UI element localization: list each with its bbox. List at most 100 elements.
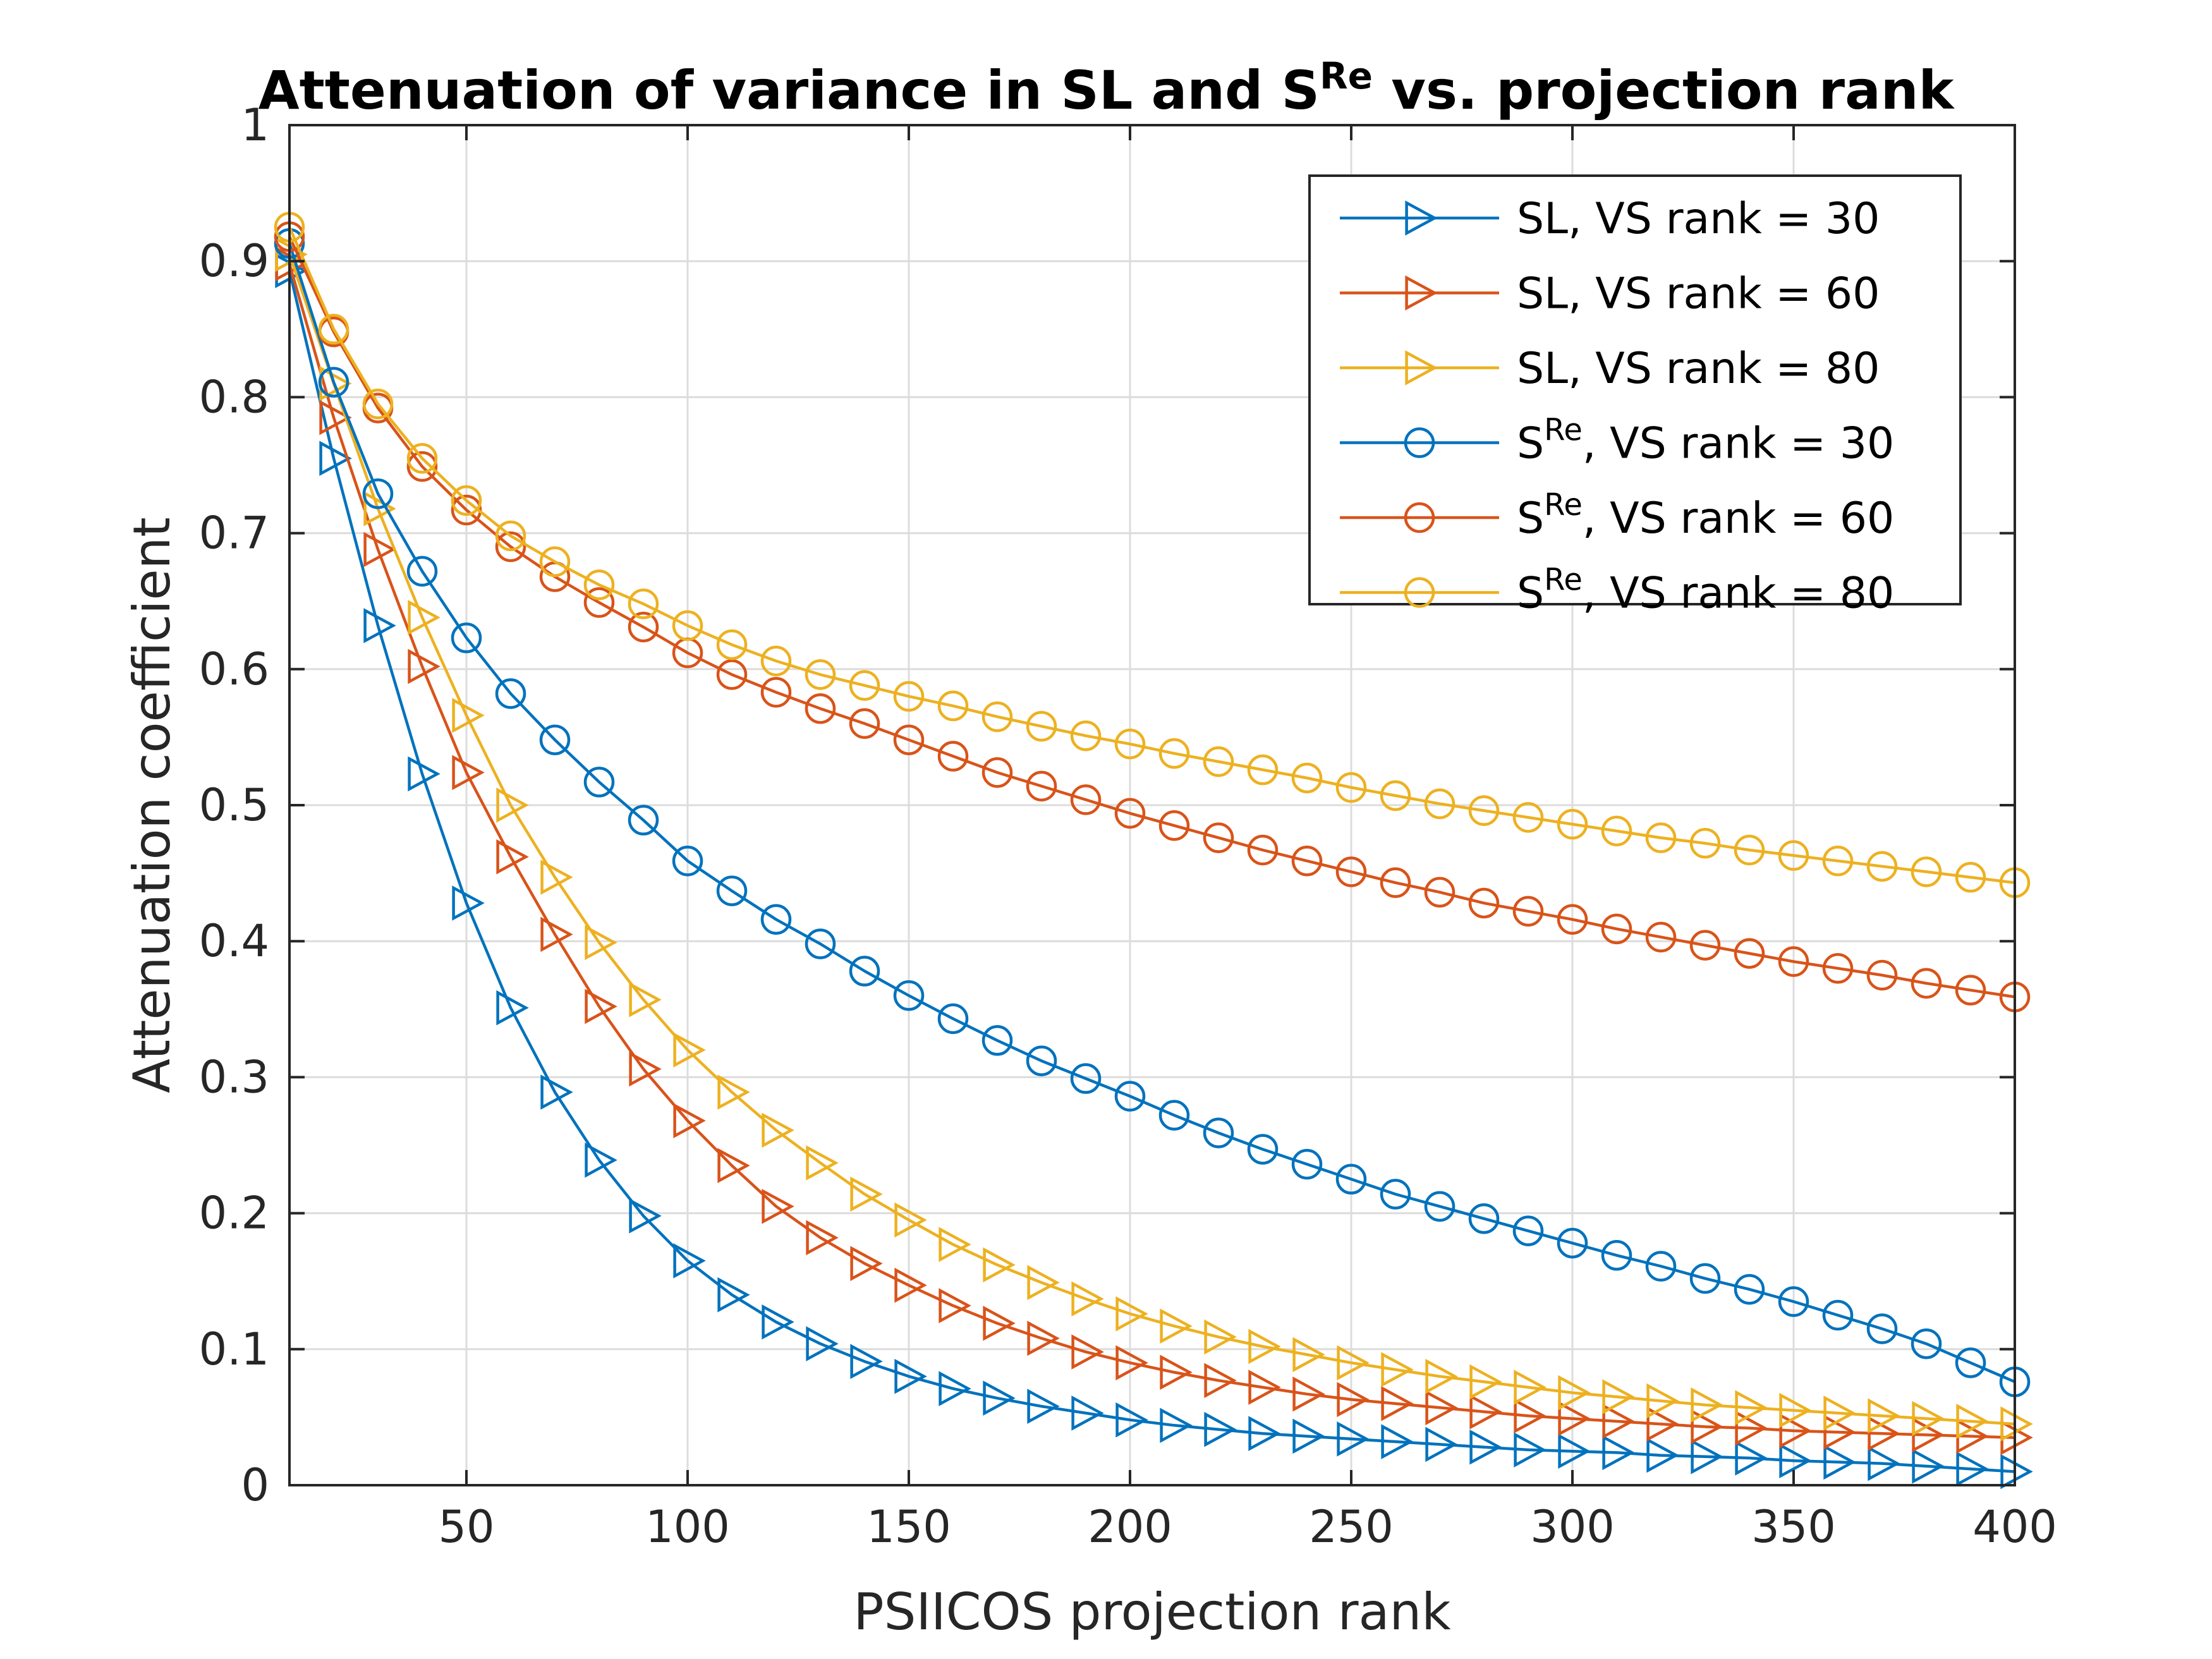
- triangle-marker: [1405, 200, 1438, 236]
- circle-marker: [760, 677, 792, 708]
- triangle-marker: [1469, 1394, 1502, 1430]
- triangle-marker: [452, 698, 485, 733]
- triangle-marker: [540, 1074, 573, 1110]
- triangle-marker: [1514, 1398, 1547, 1434]
- triangle-marker: [1735, 1390, 1768, 1426]
- triangle-marker: [1204, 1363, 1237, 1399]
- triangle-marker: [1646, 1406, 1679, 1442]
- circle-marker: [1114, 728, 1146, 760]
- circle-marker: [628, 611, 659, 643]
- legend-label-suffix: , VS rank = 60: [1583, 494, 1894, 544]
- circle-marker: [672, 610, 703, 641]
- triangle-marker: [1646, 1437, 1679, 1473]
- triangle-marker: [585, 925, 617, 961]
- triangle-marker: [1160, 1308, 1193, 1344]
- triangle-marker: [1735, 1440, 1768, 1476]
- circle-marker: [406, 556, 438, 587]
- triangle-marker: [762, 1189, 794, 1224]
- triangle-marker: [1337, 1345, 1370, 1381]
- circle-marker: [1026, 1045, 1057, 1076]
- triangle-marker: [408, 756, 441, 792]
- circle-marker: [1512, 802, 1544, 833]
- circle-marker: [583, 569, 615, 600]
- legend-label-prefix: S: [1517, 419, 1544, 469]
- circle-marker: [1247, 1134, 1279, 1165]
- circle-marker: [1955, 1347, 1986, 1378]
- circle-marker: [318, 367, 349, 398]
- circle-marker: [672, 845, 703, 877]
- title-suffix: vs. projection rank: [1373, 59, 1955, 121]
- y-tick-label: 0: [241, 1459, 269, 1511]
- triangle-marker: [1160, 1407, 1193, 1443]
- triangle-marker: [319, 441, 352, 477]
- triangle-marker: [939, 1227, 971, 1262]
- triangle-marker: [717, 1277, 750, 1313]
- triangle-marker: [319, 399, 352, 435]
- circle-marker: [1645, 1251, 1677, 1282]
- triangle-marker: [1823, 1414, 1856, 1450]
- triangle-marker: [1646, 1383, 1679, 1419]
- x-tick-label: 200: [1088, 1501, 1172, 1553]
- y-tick-label: 0.3: [199, 1051, 269, 1103]
- circle-marker: [849, 670, 880, 701]
- svg-text:Attenuation of variance in SL: Attenuation of variance in SL and SRe vs…: [258, 54, 1955, 121]
- triangle-marker: [1071, 1395, 1104, 1431]
- circle-marker: [893, 980, 925, 1011]
- circle-marker: [1955, 861, 1986, 893]
- triangle-marker: [1514, 1432, 1547, 1468]
- triangle-marker: [1248, 1416, 1281, 1451]
- circle-marker: [1734, 938, 1765, 969]
- x-tick-label: 300: [1530, 1501, 1615, 1553]
- legend-label-suffix: , VS rank = 80: [1583, 569, 1894, 619]
- circle-marker: [1114, 1081, 1146, 1112]
- circle-marker: [1557, 808, 1588, 840]
- circle-marker: [1468, 1203, 1500, 1234]
- legend-label: SL, VS rank = 60: [1517, 269, 1880, 319]
- circle-marker: [495, 531, 526, 562]
- triangle-marker: [1602, 1435, 1635, 1471]
- circle-marker: [849, 708, 880, 739]
- circle-marker: [1380, 867, 1411, 898]
- circle-marker: [1203, 822, 1234, 853]
- triangle-marker: [540, 860, 573, 895]
- circle-marker: [451, 485, 482, 516]
- circle-marker: [1203, 746, 1234, 777]
- triangle-marker: [1292, 1376, 1325, 1412]
- triangle-marker: [629, 1051, 662, 1087]
- circle-marker: [893, 724, 925, 755]
- circle-marker: [1026, 710, 1057, 742]
- triangle-marker: [1248, 1370, 1281, 1405]
- circle-marker: [1778, 840, 1809, 871]
- circle-marker: [1822, 1299, 1854, 1331]
- y-tick-label: 0.2: [199, 1188, 269, 1239]
- y-tick-label: 0.5: [199, 779, 269, 831]
- circle-marker: [981, 701, 1013, 732]
- y-tick-label: 0.6: [199, 643, 269, 695]
- triangle-marker: [408, 648, 441, 684]
- series-4: [274, 228, 2031, 1397]
- triangle-marker: [1115, 1296, 1148, 1332]
- triangle-marker: [806, 1326, 839, 1361]
- circle-marker: [1291, 1148, 1323, 1180]
- circle-marker: [1291, 762, 1323, 794]
- triangle-marker: [806, 1220, 839, 1256]
- triangle-marker: [1691, 1439, 1723, 1474]
- triangle-marker: [1381, 1424, 1414, 1459]
- legend-label-suffix: , VS rank = 80: [1568, 344, 1880, 394]
- triangle-marker: [1868, 1445, 1900, 1481]
- triangle-marker: [939, 1288, 971, 1323]
- circle-marker: [495, 678, 526, 709]
- triangle-marker: [1469, 1429, 1502, 1465]
- triangle-marker: [1204, 1411, 1237, 1447]
- circle-marker: [1291, 845, 1323, 877]
- circle-marker: [1158, 738, 1190, 769]
- triangle-marker: [452, 885, 485, 921]
- triangle-marker: [1823, 1444, 1856, 1480]
- legend-label-suffix: , VS rank = 30: [1568, 194, 1880, 244]
- legend-item: SL, VS rank = 60: [1340, 269, 1880, 319]
- triangle-marker: [496, 787, 529, 823]
- circle-marker: [362, 388, 394, 420]
- circle-marker: [1557, 1227, 1588, 1259]
- legend-label: SL, VS rank = 30: [1517, 194, 1880, 244]
- triangle-marker: [983, 1247, 1016, 1283]
